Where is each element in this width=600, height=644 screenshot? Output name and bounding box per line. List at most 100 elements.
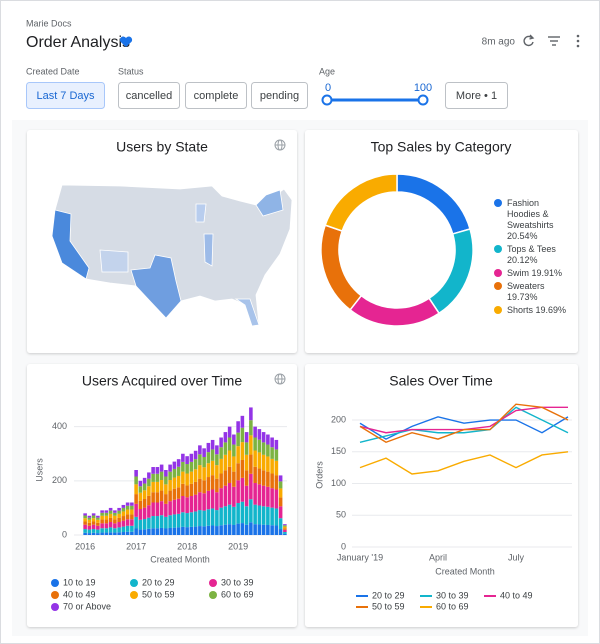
bar-segment xyxy=(104,519,109,524)
bar-segment xyxy=(253,524,257,535)
bar-segment xyxy=(257,505,262,525)
bar-segment xyxy=(283,529,287,533)
menu-icon[interactable] xyxy=(576,34,580,48)
bar-segment xyxy=(249,499,253,523)
bar-segment xyxy=(210,460,215,476)
bar-segment xyxy=(168,471,172,481)
more-button[interactable] xyxy=(445,82,508,109)
age-slider-handle[interactable] xyxy=(321,94,333,106)
bar-segment xyxy=(223,454,228,471)
bar-segment xyxy=(100,519,104,524)
age-slider-handle[interactable] xyxy=(417,94,429,106)
legend-value: 19.73% xyxy=(507,292,538,302)
tile-title: Users Acquired over Time xyxy=(82,373,242,389)
bar-segment xyxy=(240,427,245,443)
more-button-text: More • 1 xyxy=(456,90,497,102)
bar-segment xyxy=(198,510,202,527)
bar-segment xyxy=(168,515,172,528)
bar-segment xyxy=(283,532,287,534)
tile-title: Users by State xyxy=(116,139,208,155)
bar-segment xyxy=(83,524,87,530)
bar-segment xyxy=(164,516,168,529)
bar-segment xyxy=(100,512,104,516)
bar-segment xyxy=(244,524,249,535)
status-button[interactable] xyxy=(251,82,308,109)
filter-icon[interactable] xyxy=(548,36,560,46)
refresh-icon[interactable] xyxy=(523,34,535,47)
bar-segment xyxy=(155,492,160,503)
bar-segment xyxy=(198,445,202,455)
bar-segment xyxy=(257,468,262,485)
bar-segment xyxy=(100,515,104,520)
bar-segment xyxy=(244,506,249,525)
bar-segment xyxy=(159,464,164,472)
bar-segment xyxy=(104,523,109,529)
bar-segment xyxy=(181,471,185,484)
x-tick-label: 2016 xyxy=(75,541,95,551)
bar-segment xyxy=(159,480,164,491)
legend-swatch xyxy=(494,282,502,290)
date-button[interactable] xyxy=(26,82,105,109)
legend: Fashion Hoodies & Sweatshirts 20.54%Tops… xyxy=(494,198,574,316)
bar-segment xyxy=(274,449,279,461)
bar-segment xyxy=(83,518,87,522)
legend-item: Sweaters 19.73% xyxy=(494,281,574,303)
bar-segment xyxy=(125,525,130,532)
bar-segment xyxy=(96,525,100,530)
bar-segment xyxy=(278,506,283,519)
bar-segment xyxy=(261,485,266,507)
y-axis-label: Users xyxy=(34,458,44,482)
bar-segment xyxy=(266,434,270,445)
legend-swatch xyxy=(130,591,138,599)
x-tick-label: April xyxy=(429,552,447,562)
bar-segment xyxy=(227,450,232,467)
globe-icon[interactable] xyxy=(274,139,286,151)
bar-segment xyxy=(104,515,109,520)
bar-segment xyxy=(236,432,240,447)
legend-swatch xyxy=(51,603,59,611)
bar-segment xyxy=(121,516,126,521)
bar-segment xyxy=(176,475,181,488)
bar-segment xyxy=(96,519,100,523)
bar-segment xyxy=(138,486,143,493)
dashboard-title: Order Analysis xyxy=(26,34,130,51)
bar-segment xyxy=(219,488,223,508)
legend-label: Swim xyxy=(507,268,529,278)
bar-segment xyxy=(274,460,279,476)
status-button[interactable] xyxy=(185,82,247,109)
bar-segment xyxy=(96,522,100,526)
bar-segment xyxy=(202,480,206,494)
bar-segment xyxy=(168,501,172,516)
legend-box: Fashion Hoodies & Sweatshirts 20.54% Tops… xyxy=(494,198,574,316)
bar-segment xyxy=(206,452,211,464)
bar-segment xyxy=(232,434,236,445)
globe-icon[interactable] xyxy=(274,373,286,385)
legend-text: Shorts 19.69% xyxy=(507,305,566,316)
bar-segment xyxy=(91,515,96,519)
bar-segment xyxy=(121,511,126,517)
bar-segment xyxy=(130,505,134,510)
bar-segment xyxy=(274,508,279,526)
legend-item: Fashion Hoodies & Sweatshirts 20.54% xyxy=(494,198,574,242)
bar-segment xyxy=(130,531,134,535)
bar-segment xyxy=(185,527,189,535)
bar-segment xyxy=(125,519,130,526)
status-button[interactable] xyxy=(118,82,180,109)
status-button-text: cancelled xyxy=(126,90,172,102)
bar-segment xyxy=(261,524,266,535)
legend-label: 60 to 69 xyxy=(436,601,469,611)
bar-segment xyxy=(215,478,219,493)
bar-segment xyxy=(236,463,240,481)
bar-segment xyxy=(210,508,215,526)
bar-segment xyxy=(202,457,206,468)
age-max: 100 xyxy=(414,82,432,94)
bar-segment xyxy=(210,439,215,450)
bar-segment xyxy=(83,532,87,535)
bar-segment xyxy=(130,509,134,515)
x-tick-label: 2017 xyxy=(126,541,146,551)
favorite-icon[interactable] xyxy=(119,36,133,47)
legend-label: 30 to 39 xyxy=(221,577,254,587)
bar-segment xyxy=(91,513,96,516)
bar-segment xyxy=(185,464,189,474)
